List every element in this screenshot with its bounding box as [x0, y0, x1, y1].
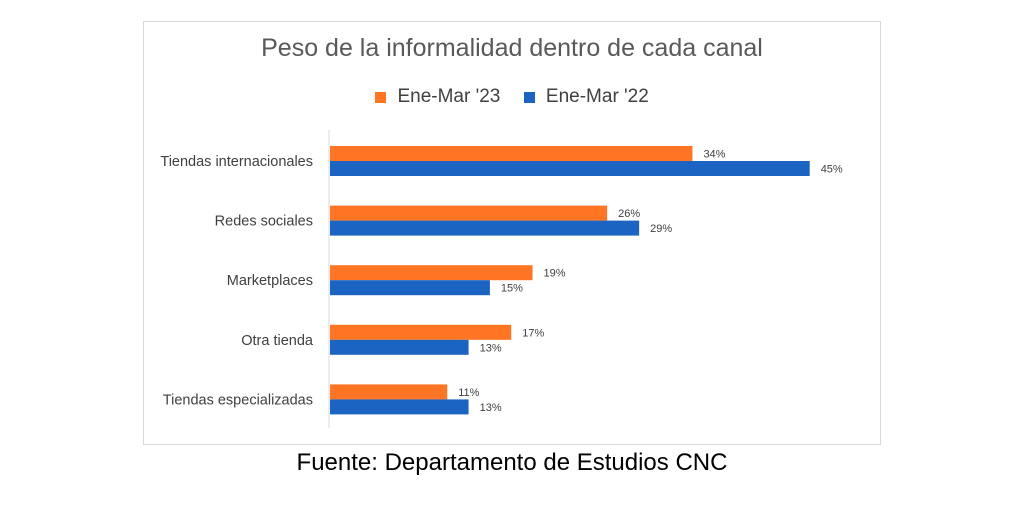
data-label-series-1: 26%	[618, 208, 640, 220]
legend-swatch-series-1	[375, 92, 387, 103]
bar-series-2	[330, 220, 640, 236]
data-label-series-2: 15%	[501, 283, 523, 295]
legend-label-series-2: Ene-Mar '22	[545, 86, 649, 107]
bar-series-2	[330, 399, 469, 415]
bar-series-2	[330, 161, 810, 176]
data-label-series-2: 45%	[821, 164, 843, 176]
chart-legend: Ene-Mar '23 Ene-Mar '22	[143, 86, 881, 108]
bar-series-2	[330, 339, 469, 355]
bar-series-1	[330, 324, 512, 340]
data-label-series-2: 13%	[480, 402, 502, 414]
category-label: Tiendas internacionales	[160, 154, 313, 170]
data-label-series-1: 11%	[458, 387, 479, 399]
legend-swatch-series-2	[523, 92, 535, 103]
legend-item-series-1: Ene-Mar '23	[375, 86, 500, 108]
legend-item-series-2: Ene-Mar '22	[523, 86, 649, 108]
category-label: Redes sociales	[215, 214, 313, 230]
chart-title: Peso de la informalidad dentro de cada c…	[261, 34, 763, 62]
data-label-series-2: 13%	[480, 342, 502, 354]
data-label-series-1: 19%	[544, 268, 566, 280]
source-caption: Fuente: Departamento de Estudios CNC	[296, 449, 728, 476]
legend-label-series-1: Ene-Mar '23	[397, 86, 501, 107]
category-label: Tiendas especializadas	[163, 392, 313, 408]
bar-series-1	[330, 146, 693, 161]
data-label-series-2: 29%	[650, 223, 672, 235]
data-label-series-1: 34%	[703, 149, 725, 161]
bar-series-1	[330, 265, 533, 281]
category-label: Marketplaces	[227, 273, 313, 289]
bar-series-1	[330, 205, 608, 221]
bar-series-1	[330, 384, 448, 400]
bar-series-2	[330, 280, 490, 296]
data-label-series-1: 17%	[522, 327, 544, 339]
category-label: Otra tienda	[241, 333, 314, 349]
